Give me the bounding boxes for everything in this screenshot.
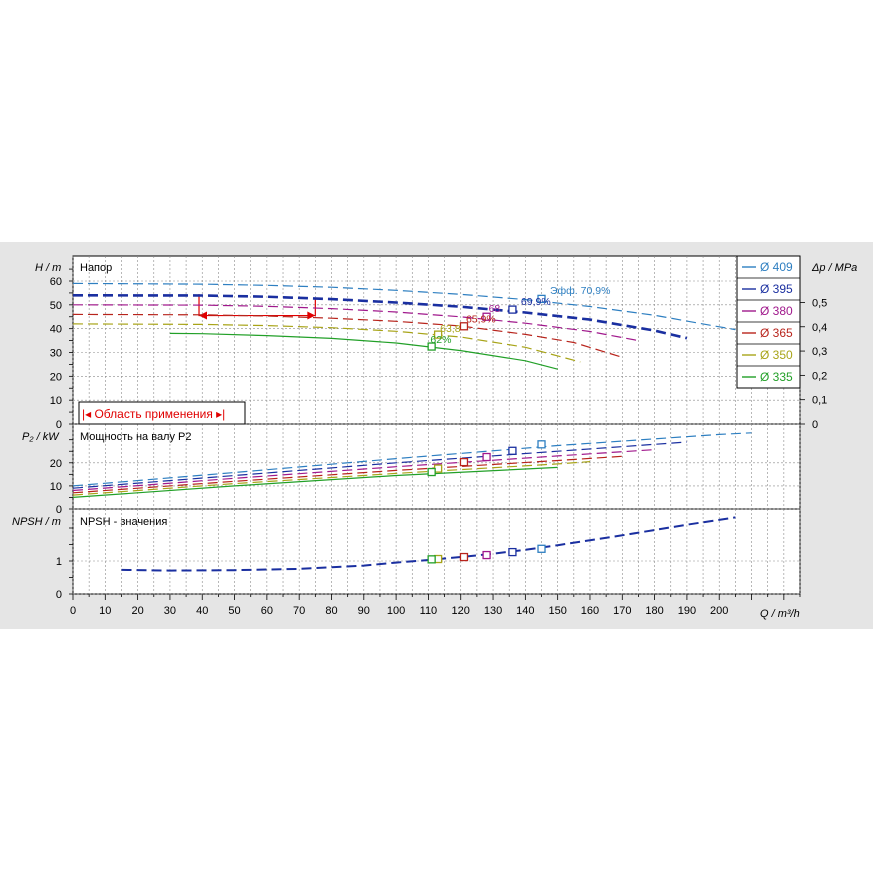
- duty-point-0-3: [459, 322, 469, 331]
- duty-point-1-0: [537, 440, 546, 449]
- x-tick-label: 40: [196, 605, 208, 617]
- x-tick-label: 60: [261, 605, 273, 617]
- duty-point-2-2: [482, 550, 491, 560]
- series-line-409-0: [72, 282, 736, 331]
- efficiency-label: 62%: [430, 334, 451, 346]
- panel-title-power: Мощность на валу P2: [80, 431, 192, 443]
- y-tick-label: 30: [50, 348, 62, 360]
- x-tick-label: 180: [645, 605, 663, 617]
- x-tick-label: 140: [516, 605, 534, 617]
- duty-point-2-0: [537, 544, 546, 553]
- duty-point-0-0: [537, 294, 546, 304]
- plot-area-2: [72, 508, 801, 595]
- series-line-335-1: [72, 466, 558, 498]
- x-tick-label: 160: [581, 605, 599, 617]
- y-right-tick-label: 0,3: [812, 346, 827, 358]
- y-right-tick-label: 0,1: [812, 395, 827, 407]
- duty-point-0-4: [433, 330, 443, 339]
- x-tick-label: 10: [99, 605, 111, 617]
- y-axis-label-right: Δp / MPa: [811, 262, 857, 274]
- efficiency-label: 69,9%: [521, 296, 551, 308]
- x-tick-label: 110: [420, 605, 438, 617]
- efficiency-label: 65,9%: [466, 314, 496, 326]
- series-line-NPSH-2: [121, 516, 736, 572]
- legend-item: Ø 365: [760, 326, 793, 340]
- series-line-350-0: [72, 323, 581, 363]
- range-arrow-right: [307, 311, 316, 320]
- y-tick-label: 20: [50, 458, 62, 470]
- y-tick-label: 20: [50, 371, 62, 383]
- duty-point-0-5: [427, 342, 436, 351]
- range-box: [78, 401, 246, 425]
- series-line-365-1: [72, 455, 623, 494]
- y-tick-label: 50: [50, 300, 62, 312]
- y-tick-label: 10: [50, 395, 62, 407]
- efficiency-label: Эфф. 70,9%: [550, 285, 610, 297]
- x-tick-label: 0: [70, 605, 76, 617]
- duty-point-2-1: [508, 547, 517, 557]
- y-tick-label: 1: [56, 556, 62, 568]
- legend-item: Ø 380: [760, 304, 793, 318]
- x-tick-label: 190: [678, 605, 696, 617]
- x-tick-label: 120: [452, 605, 470, 617]
- series-line-395-1: [72, 441, 687, 489]
- x-tick-label: 50: [228, 605, 240, 617]
- duty-point-1-2: [482, 452, 491, 462]
- series-line-335-0: [169, 332, 558, 370]
- y-right-tick-label: 0: [812, 419, 818, 431]
- x-tick-label: 100: [387, 605, 405, 617]
- duty-point-0-1: [508, 305, 517, 314]
- y-tick-label: 0: [56, 589, 62, 601]
- series-line-350-1: [72, 461, 591, 496]
- legend-item: Ø 395: [760, 282, 793, 296]
- range-arrow-left: [199, 311, 208, 320]
- efficiency-label: 63,8: [440, 323, 461, 335]
- duty-point-0-2: [482, 312, 491, 321]
- y-tick-label: 0: [56, 419, 62, 431]
- pump-curve-chart: 0 10 20 30 40 50 60 0 0,1 0,2 0,3 0,4 0,5 0 10 20 0 1 0 10 2…: [0, 242, 873, 629]
- panel-title-head: Напор: [80, 262, 112, 274]
- y-right-tick-label: 0,2: [812, 370, 827, 382]
- efficiency-label: 68: [489, 303, 501, 315]
- y-tick-label: 40: [50, 324, 62, 336]
- legend-item: Ø 409: [760, 260, 793, 274]
- legend-item: Ø 350: [760, 348, 793, 362]
- series-line-380-0: [72, 304, 639, 342]
- y-axis-label: NPSH / m: [12, 516, 61, 528]
- y-right-tick-label: 0,4: [812, 322, 827, 334]
- x-axis-label: Q / m³/h: [760, 608, 800, 620]
- y-tick-label: 60: [50, 276, 62, 288]
- duty-point-2-3: [459, 552, 469, 562]
- panel-title-npsh: NPSH - значения: [80, 516, 167, 528]
- x-tick-label: 20: [131, 605, 143, 617]
- duty-point-1-3: [459, 457, 469, 467]
- x-tick-label: 90: [358, 605, 370, 617]
- series-line-409-1: [72, 432, 752, 487]
- x-tick-label: 150: [548, 605, 566, 617]
- duty-point-1-5: [427, 467, 436, 477]
- duty-point-1-1: [508, 446, 517, 455]
- legend: [736, 255, 801, 389]
- legend-item: Ø 335: [760, 370, 793, 384]
- x-tick-label: 200: [710, 605, 728, 617]
- series-line-380-1: [72, 449, 655, 492]
- x-tick-label: 80: [325, 605, 337, 617]
- y-axis-label: P₂ / kW: [22, 431, 60, 443]
- x-tick-label: 130: [484, 605, 502, 617]
- y-right-tick-label: 0,5: [812, 297, 827, 309]
- duty-point-2-5: [427, 555, 436, 564]
- y-tick-label: 10: [50, 481, 62, 493]
- series-line-365-0: [72, 313, 623, 358]
- y-axis-label: H / m: [35, 262, 61, 274]
- x-tick-label: 30: [164, 605, 176, 617]
- range-label: |◂ Область применения ▸|: [82, 407, 225, 421]
- y-tick-label: 0: [56, 504, 62, 516]
- x-tick-label: 70: [293, 605, 305, 617]
- x-tick-label: 170: [613, 605, 631, 617]
